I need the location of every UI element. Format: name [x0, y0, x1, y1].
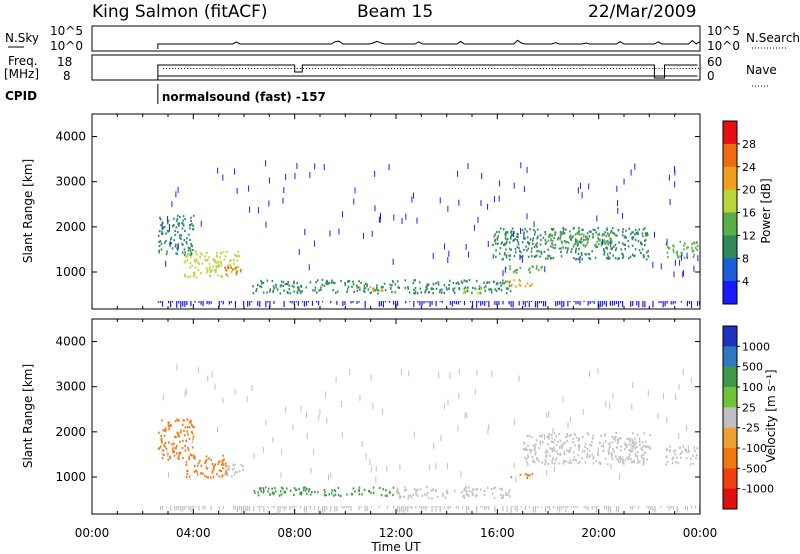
nave-label: Nave [746, 63, 777, 77]
freq-unit-label: [MHz] [4, 67, 39, 81]
colorbar-tick-label: -100 [742, 442, 767, 455]
colorbar-tick-label: -500 [742, 462, 767, 475]
x-tick-label: 20:00 [581, 526, 616, 540]
power-y-axis: 4000 3000 2000 1000 [55, 114, 701, 309]
nsearch-label: N.Search [746, 31, 800, 45]
velocity-panel: 4000 3000 2000 1000 Slant Range [km] 1000 50… [21, 318, 778, 554]
time-x-axis: 00:00 04:00 08:00 12:00 16:00 20:00 00:00 [75, 526, 718, 540]
velocity-heatmap [157, 364, 701, 513]
freq-panel: Freq. [MHz] 18 8 60 0 Nave [4, 54, 777, 87]
power-colorbar-label: Power [dB] [759, 178, 773, 243]
y-tick-label: 2000 [55, 425, 86, 439]
colorbar-tick-label: 25 [742, 401, 756, 414]
freq-label: Freq. [8, 54, 38, 68]
nave-tick-top: 60 [707, 55, 722, 69]
colorbar-tick-label: -1000 [742, 483, 774, 496]
x-tick-label: 08:00 [277, 526, 312, 540]
cpid-row: CPID normalsound (fast) -157 [5, 84, 326, 104]
x-tick-label: 04:00 [176, 526, 211, 540]
velocity-ylabel: Slant Range [km] [21, 364, 35, 468]
y-tick-label: 4000 [55, 130, 86, 144]
nsky-label: N.Sky [5, 31, 39, 45]
x-tick-label: 16:00 [480, 526, 515, 540]
y-tick-label: 1000 [55, 265, 86, 279]
colorbar-tick-label: 12 [742, 229, 756, 242]
x-tick-label: 00:00 [75, 526, 110, 540]
y-tick-label: 3000 [55, 380, 86, 394]
freq-tick-top: 18 [57, 55, 72, 69]
colorbar-tick-label: 16 [742, 207, 756, 220]
colorbar-tick-label: 100 [742, 381, 763, 394]
x-tick-label: 00:00 [683, 526, 718, 540]
colorbar-tick-label: 28 [742, 138, 756, 151]
nsearch-tick-bottom: 10^0 [707, 39, 740, 53]
nsky-tick-bottom: 10^0 [50, 39, 83, 53]
nsky-tick-top: 10^5 [50, 24, 83, 38]
colorbar-tick-label: -25 [742, 422, 760, 435]
freq-trace [157, 64, 699, 80]
power-panel: 4000 3000 2000 1000 Slant Range [km] 28 24 20… [21, 113, 773, 310]
colorbar-tick-label: 4 [742, 275, 749, 288]
nsky-panel: N.Sky 10^5 10^0 10^5 10^0 N.Search [5, 24, 800, 53]
colorbar-tick-label: 8 [742, 252, 749, 265]
velocity-colorbar-label: Velocity [m s⁻¹] [764, 369, 778, 462]
x-tick-label: 12:00 [379, 526, 414, 540]
power-ylabel: Slant Range [km] [21, 159, 35, 263]
velocity-colorbar: 1000 500 100 25 -25 -100 -500 -1000 [722, 325, 774, 510]
y-tick-label: 4000 [55, 335, 86, 349]
power-colorbar: 28 24 20 16 12 8 4 [722, 120, 756, 305]
date-title: 22/Mar/2009 [588, 2, 696, 22]
velocity-y-axis: 4000 3000 2000 1000 [55, 319, 701, 514]
nave-tick-bottom: 0 [707, 69, 715, 83]
colorbar-tick-label: 20 [742, 184, 756, 197]
colorbar-tick-label: 24 [742, 161, 756, 174]
station-title: King Salmon (fitACF) [92, 2, 268, 22]
nsearch-tick-top: 10^5 [707, 24, 740, 38]
colorbar-tick-label: 500 [742, 361, 763, 374]
xlabel: Time UT [370, 540, 421, 554]
y-tick-label: 3000 [55, 175, 86, 189]
nsky-trace [157, 39, 701, 49]
power-heatmap [157, 160, 701, 308]
colorbar-tick-label: 1000 [742, 340, 770, 353]
y-tick-label: 2000 [55, 220, 86, 234]
y-tick-label: 1000 [55, 470, 86, 484]
cpid-label: CPID [5, 89, 37, 103]
beam-title: Beam 15 [357, 2, 433, 22]
cpid-text: normalsound (fast) -157 [162, 90, 326, 104]
freq-tick-bottom: 8 [63, 69, 71, 83]
